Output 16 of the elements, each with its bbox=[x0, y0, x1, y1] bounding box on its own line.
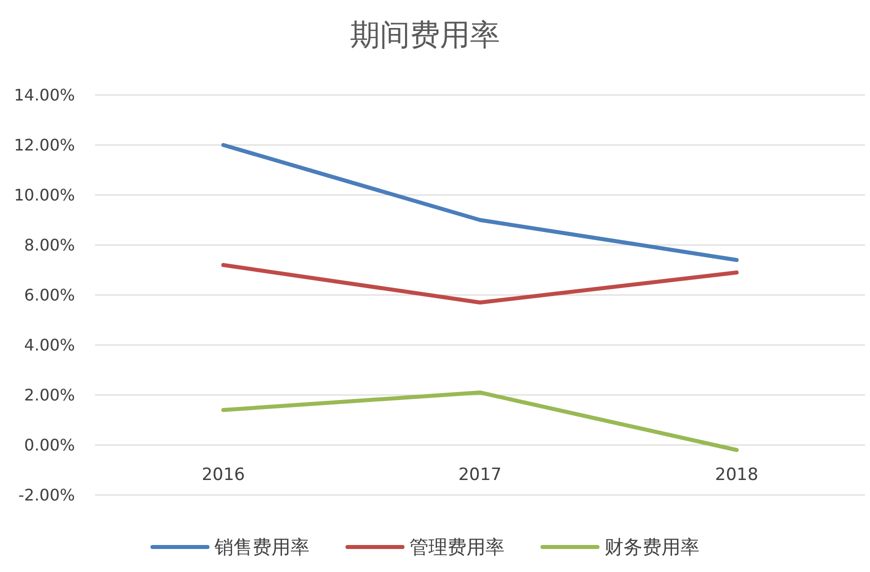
y-tick-label: 10.00% bbox=[14, 186, 75, 205]
y-tick-label: 6.00% bbox=[24, 286, 75, 305]
legend-label: 销售费用率 bbox=[214, 536, 310, 559]
y-tick-label: 8.00% bbox=[24, 236, 75, 255]
y-tick-label: 0.00% bbox=[24, 436, 75, 455]
y-tick-label: 14.00% bbox=[14, 86, 75, 105]
x-tick-label: 2018 bbox=[715, 465, 758, 485]
y-tick-label: 12.00% bbox=[14, 136, 75, 155]
x-tick-label: 2017 bbox=[458, 465, 502, 485]
x-tick-label: 2016 bbox=[202, 465, 245, 485]
y-tick-label: 2.00% bbox=[24, 386, 75, 405]
y-tick-label: 4.00% bbox=[24, 336, 75, 355]
y-tick-label: -2.00% bbox=[18, 486, 75, 505]
legend-label: 管理费用率 bbox=[410, 536, 504, 559]
legend-label: 财务费用率 bbox=[604, 536, 700, 559]
chart-title: 期间费用率 bbox=[350, 18, 500, 53]
